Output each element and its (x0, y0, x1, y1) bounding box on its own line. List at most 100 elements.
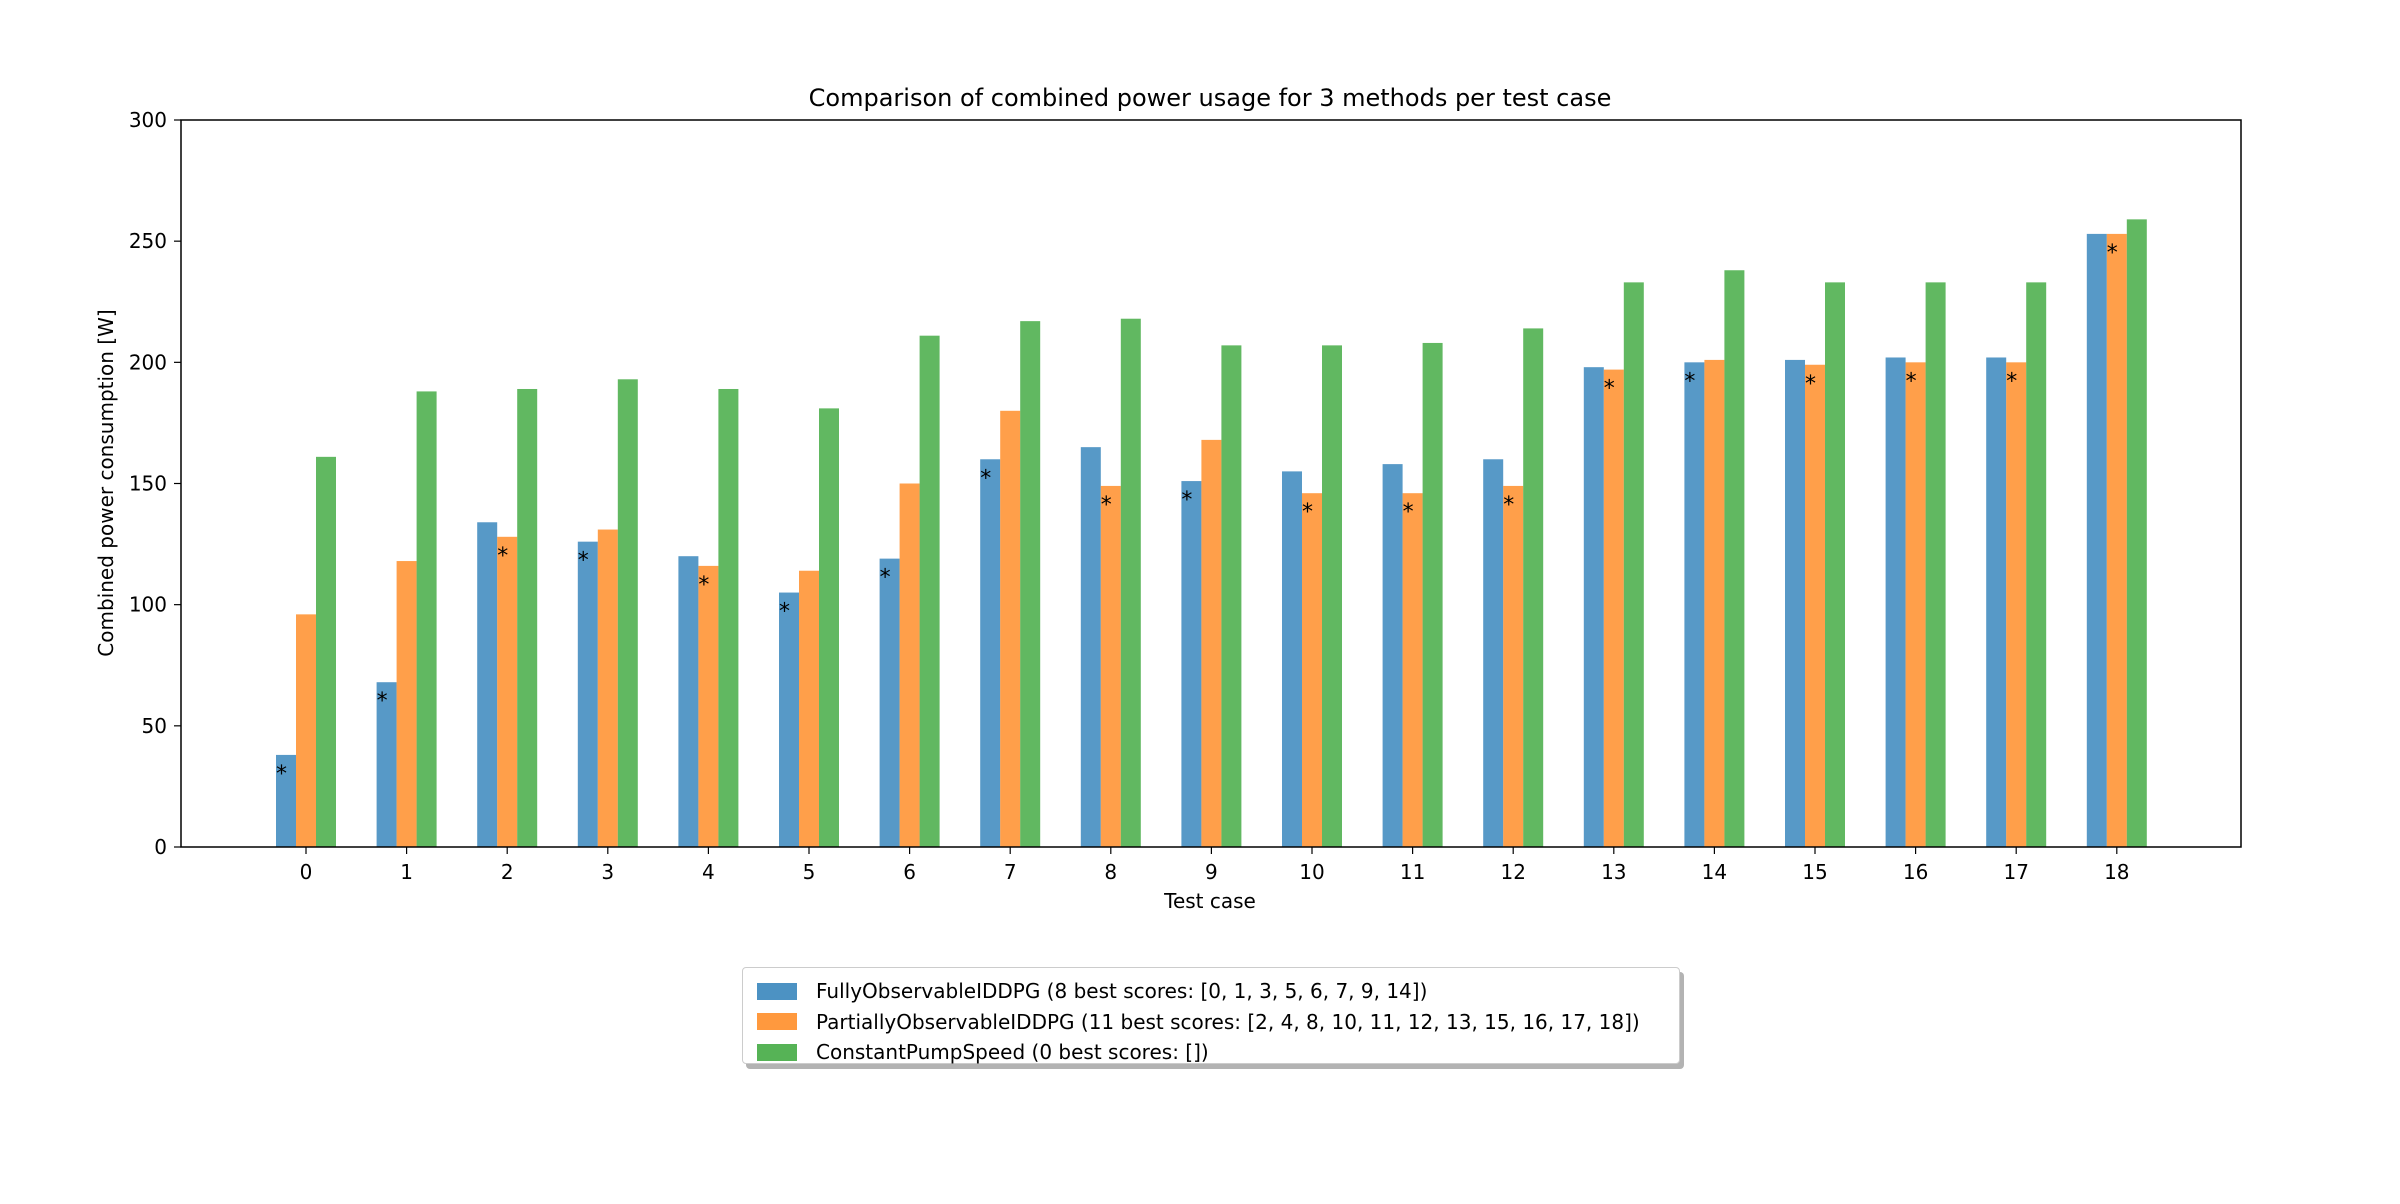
bar-PartiallyObservableIDDPG-9 (1201, 439, 1222, 847)
legend-item-constant-pump-speed: ConstantPumpSpeed (0 best scores: []) (757, 1037, 1679, 1068)
best-marker: * (2107, 241, 2118, 266)
bar-ConstantPumpSpeed-6 (919, 335, 940, 847)
x-tick-label: 10 (1299, 860, 1324, 884)
legend-label: PartiallyObservableIDDPG (11 best scores… (816, 1009, 1640, 1034)
bar-FullyObservableIDDPG-6 (879, 558, 900, 847)
bar-FullyObservableIDDPG-0 (276, 754, 296, 847)
y-tick-label: 300 (129, 108, 167, 132)
best-marker: * (980, 466, 991, 491)
bar-FullyObservableIDDPG-10 (1282, 471, 1302, 847)
y-tick-label: 250 (129, 229, 167, 253)
bar-PartiallyObservableIDDPG-17 (2006, 362, 2027, 847)
bar-FullyObservableIDDPG-3 (577, 541, 598, 847)
best-marker: * (1403, 500, 1414, 525)
best-marker: * (698, 573, 709, 598)
legend: FullyObservableIDDPG (8 best scores: [0,… (742, 967, 1680, 1064)
best-marker: * (2006, 369, 2017, 394)
legend-label: ConstantPumpSpeed (0 best scores: []) (816, 1040, 1209, 1065)
best-marker: * (1302, 500, 1313, 525)
bar-FullyObservableIDDPG-16 (1885, 357, 1906, 847)
y-axis-label: Combined power consumption [W] (94, 309, 118, 656)
bar-ConstantPumpSpeed-2 (517, 388, 538, 847)
legend-label: FullyObservableIDDPG (8 best scores: [0,… (816, 979, 1428, 1004)
bar-FullyObservableIDDPG-14 (1684, 362, 1705, 847)
bar-ConstantPumpSpeed-8 (1120, 318, 1141, 847)
bar-PartiallyObservableIDDPG-15 (1805, 364, 1825, 847)
bar-FullyObservableIDDPG-13 (1583, 367, 1604, 847)
best-marker: * (880, 566, 891, 591)
x-tick-label: 7 (1004, 860, 1017, 884)
y-tick-label: 50 (142, 714, 167, 738)
bar-ConstantPumpSpeed-10 (1322, 345, 1342, 847)
best-marker: * (779, 600, 790, 625)
bar-FullyObservableIDDPG-8 (1080, 447, 1101, 847)
legend-swatch (757, 1013, 797, 1031)
bar-FullyObservableIDDPG-17 (1986, 357, 2007, 847)
x-tick-label: 8 (1104, 860, 1117, 884)
bar-ConstantPumpSpeed-7 (1020, 321, 1041, 847)
bar-PartiallyObservableIDDPG-1 (396, 561, 417, 847)
bar-ConstantPumpSpeed-0 (316, 456, 336, 847)
y-tick-label: 150 (129, 472, 167, 496)
best-marker: * (1181, 488, 1192, 513)
bar-FullyObservableIDDPG-18 (2086, 233, 2107, 847)
best-marker: * (1503, 493, 1514, 518)
x-tick-label: 18 (2104, 860, 2129, 884)
bar-ConstantPumpSpeed-18 (2126, 219, 2147, 847)
bar-PartiallyObservableIDDPG-6 (899, 483, 920, 847)
legend-item-partially-observable: PartiallyObservableIDDPG (11 best scores… (757, 1007, 1679, 1038)
legend-item-fully-observable: FullyObservableIDDPG (8 best scores: [0,… (757, 976, 1679, 1007)
bar-PartiallyObservableIDDPG-18 (2106, 233, 2127, 847)
y-axis: 0 50 100 150 200 250 300 (129, 108, 181, 859)
x-axis-label: Test case (1163, 889, 1256, 913)
bar-PartiallyObservableIDDPG-8 (1100, 485, 1121, 847)
bar-PartiallyObservableIDDPG-7 (1000, 410, 1021, 847)
bar-PartiallyObservableIDDPG-4 (698, 565, 719, 847)
x-tick-label: 2 (501, 860, 514, 884)
bar-PartiallyObservableIDDPG-11 (1402, 493, 1423, 847)
bar-FullyObservableIDDPG-12 (1483, 459, 1504, 847)
best-marker: * (1101, 493, 1112, 518)
bar-FullyObservableIDDPG-4 (678, 556, 699, 847)
bar-ConstantPumpSpeed-16 (1925, 282, 1946, 847)
bar-ConstantPumpSpeed-3 (617, 379, 638, 847)
x-tick-label: 15 (1802, 860, 1827, 884)
x-tick-label: 17 (2003, 860, 2028, 884)
y-tick-label: 200 (129, 350, 167, 374)
bar-FullyObservableIDDPG-7 (980, 459, 1001, 847)
bar-FullyObservableIDDPG-5 (779, 592, 799, 847)
best-marker: * (377, 689, 388, 714)
bar-FullyObservableIDDPG-15 (1785, 359, 1805, 847)
x-tick-label: 11 (1400, 860, 1425, 884)
x-tick-label: 14 (1702, 860, 1727, 884)
bar-ConstantPumpSpeed-4 (718, 388, 739, 847)
bar-PartiallyObservableIDDPG-13 (1603, 369, 1624, 847)
bar-PartiallyObservableIDDPG-12 (1503, 485, 1524, 847)
x-tick-label: 12 (1500, 860, 1525, 884)
bar-ConstantPumpSpeed-15 (1825, 282, 1845, 847)
x-tick-label: 1 (400, 860, 413, 884)
bar-FullyObservableIDDPG-11 (1382, 464, 1403, 847)
best-markers-layer: * * * * * * * * * * * * * * * * * * * (276, 241, 2118, 787)
bar-ConstantPumpSpeed-12 (1523, 328, 1544, 847)
bars-layer (276, 219, 2147, 847)
x-tick-label: 5 (803, 860, 816, 884)
bar-PartiallyObservableIDDPG-5 (799, 570, 819, 847)
bar-PartiallyObservableIDDPG-10 (1302, 493, 1322, 847)
bar-FullyObservableIDDPG-1 (376, 682, 397, 847)
x-axis: 0 1 2 3 4 5 6 7 8 9 10 11 12 13 14 15 16 17 18 (300, 847, 2130, 884)
x-tick-label: 0 (300, 860, 313, 884)
y-tick-label: 0 (154, 835, 167, 859)
bar-PartiallyObservableIDDPG-16 (1905, 362, 1926, 847)
best-marker: * (497, 544, 508, 569)
x-tick-label: 9 (1205, 860, 1218, 884)
bar-ConstantPumpSpeed-5 (819, 408, 839, 847)
bar-ConstantPumpSpeed-9 (1221, 345, 1242, 847)
bar-FullyObservableIDDPG-9 (1181, 481, 1202, 847)
x-tick-label: 4 (702, 860, 715, 884)
bar-PartiallyObservableIDDPG-0 (296, 614, 316, 847)
best-marker: * (1805, 372, 1816, 397)
x-tick-label: 6 (903, 860, 916, 884)
bar-PartiallyObservableIDDPG-3 (597, 529, 618, 847)
